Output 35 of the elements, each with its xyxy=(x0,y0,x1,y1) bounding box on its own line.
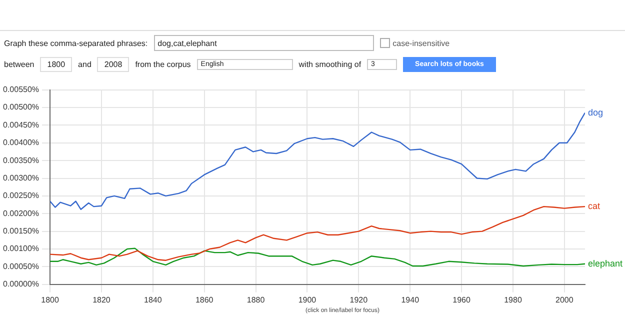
x-tick-label: 1960 xyxy=(452,295,471,304)
series-label: cat xyxy=(588,201,601,212)
y-tick-label: 0.00000% xyxy=(3,280,40,289)
text: and xyxy=(78,60,92,69)
text: case-insensitive xyxy=(392,38,450,48)
text: Graph these comma-separated phrases: xyxy=(4,38,148,48)
text: dog,cat,elephant xyxy=(154,35,374,51)
x-tick-label: 1880 xyxy=(246,295,266,304)
x-tick-label: 1820 xyxy=(92,295,111,304)
y-tick-label: 0.00550% xyxy=(3,85,40,94)
y-tick-label: 0.00250% xyxy=(3,191,40,200)
y-tick-label: 0.00500% xyxy=(3,102,40,112)
text: with smoothing of xyxy=(298,60,362,69)
y-tick-label: 0.00300% xyxy=(3,173,40,182)
text: 2008 xyxy=(97,57,130,72)
x-tick-label: 1940 xyxy=(401,295,420,304)
text: from the corpus xyxy=(135,60,191,69)
x-tick-label: 1860 xyxy=(195,295,214,304)
series-label: elephant xyxy=(588,258,624,268)
y-tick-label: 0.00350% xyxy=(3,156,40,165)
text: 1800 xyxy=(40,57,72,72)
x-tick-label: 2000 xyxy=(556,295,574,304)
text: between xyxy=(4,60,34,69)
x-tick-label: 1840 xyxy=(144,295,162,304)
y-tick-label: 0.00100% xyxy=(3,244,40,254)
y-tick-label: 0.00050% xyxy=(3,262,40,271)
y-tick-label: 0.00450% xyxy=(3,120,40,130)
y-tick-label: 0.00400% xyxy=(3,138,40,148)
y-tick-label: 0.00200% xyxy=(3,208,40,218)
x-tick-label: 1920 xyxy=(350,295,368,304)
series-label: dog xyxy=(588,107,604,118)
x-tick-label: 1900 xyxy=(298,295,317,304)
x-tick-label: 1980 xyxy=(504,295,522,304)
y-tick-label: 0.00150% xyxy=(3,226,40,236)
x-tick-label: 1800 xyxy=(41,295,60,304)
